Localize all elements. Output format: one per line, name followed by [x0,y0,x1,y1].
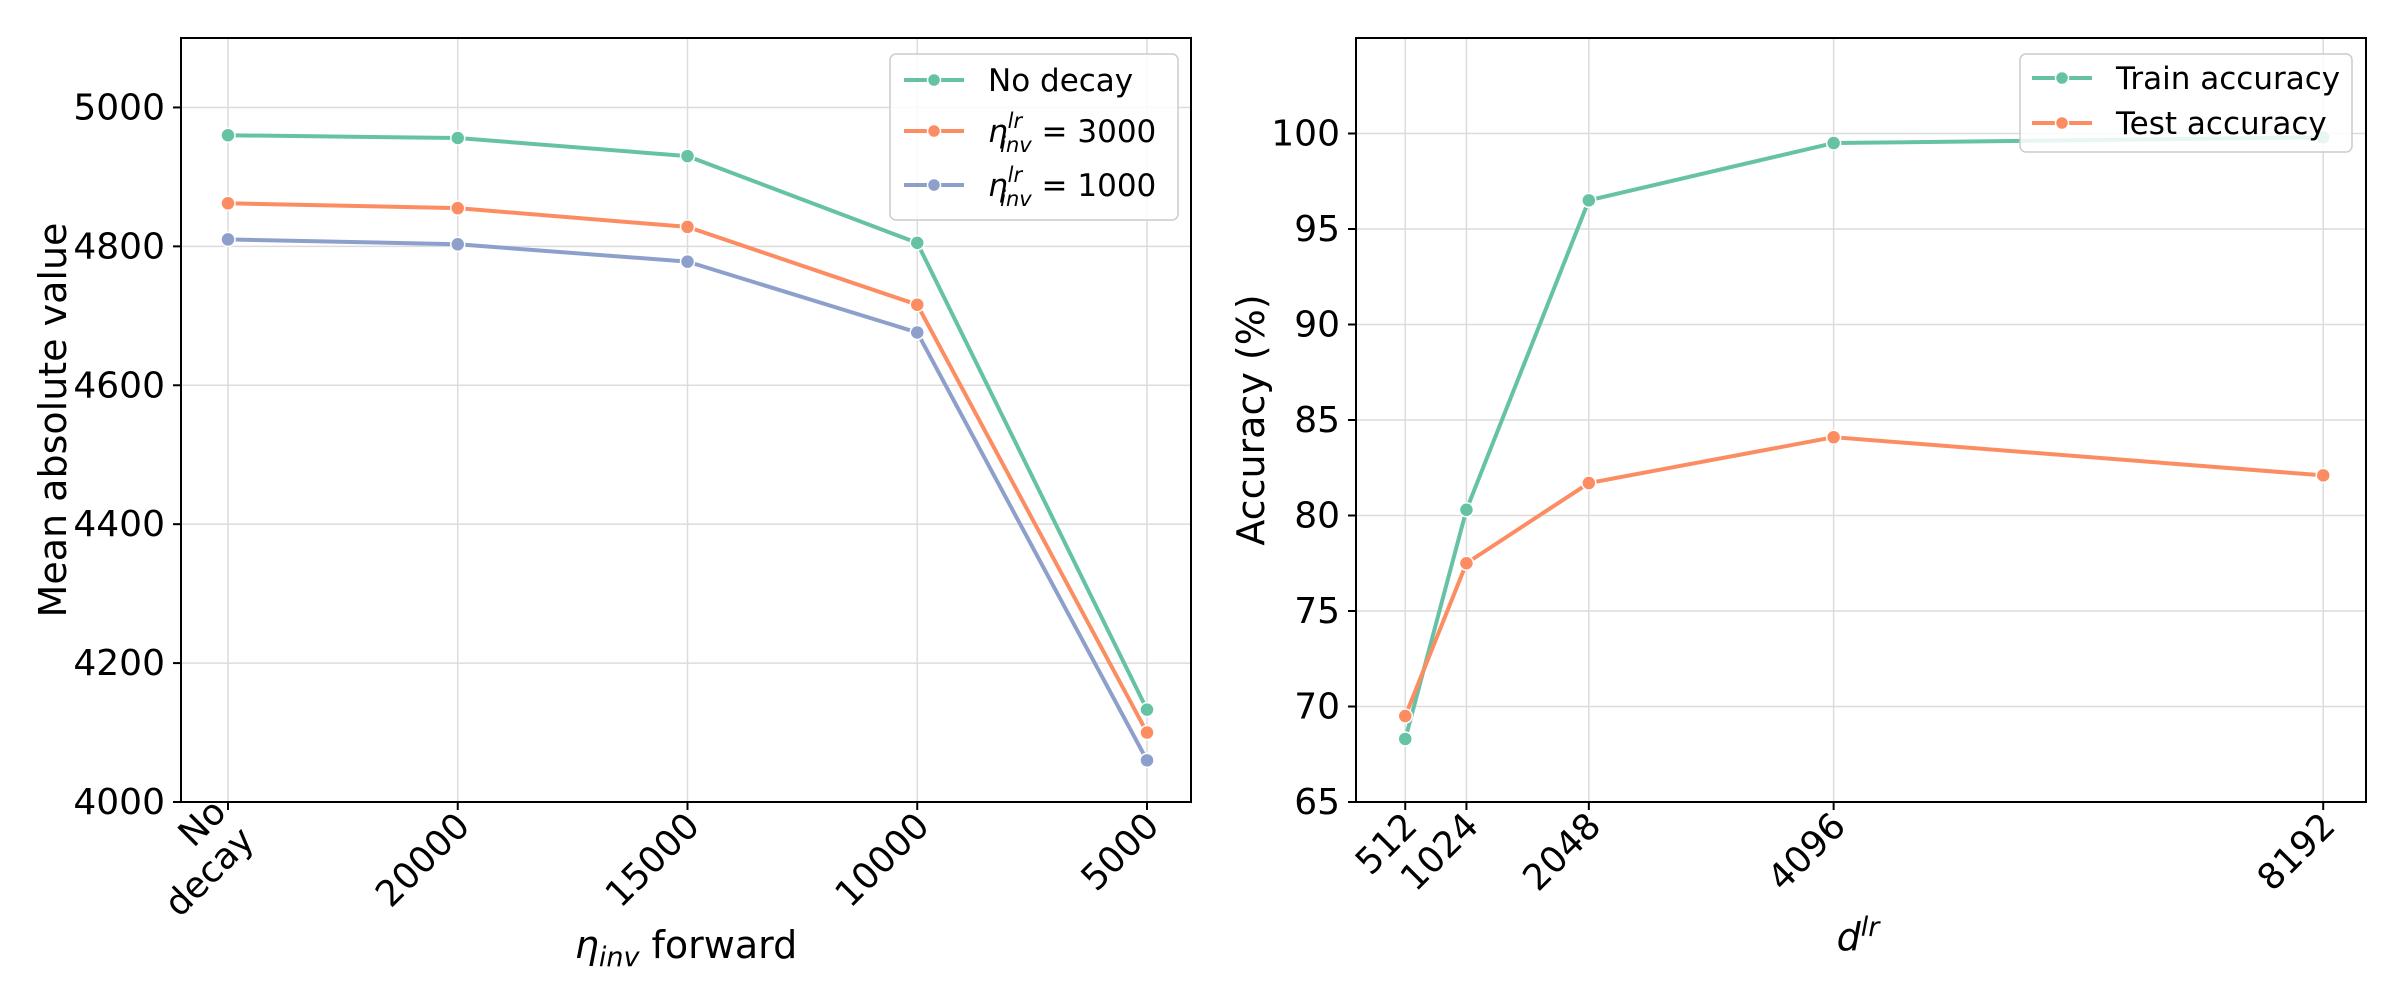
right-point-test-accuracy-1024 [1458,555,1475,571]
left-point-s0-15000 [679,148,696,164]
left-point-s1-5000 [1139,724,1155,741]
right-y-tick-label: 65 [1294,782,1340,823]
left-legend-entry-3000: ηlr inv = 3000 [904,109,1156,157]
left-x-axis-label: ηinv forward [575,923,797,973]
right-y-ticks: 65 70 75 80 85 90 95 100 [1271,114,1356,823]
left-y-axis-label: Mean absolute value [31,223,75,618]
right-x-tick-label: 2048 [1515,805,1609,899]
left-point-s0-20000 [450,130,466,146]
left-legend-entry-no-decay: No decay [904,63,1133,99]
right-legend-entry-test: Test accuracy [2032,106,2327,142]
right-y-axis-label: Accuracy (%) [1229,294,1273,545]
left-y-tick-label: 5000 [73,87,165,128]
right-y-tick-label: 70 [1294,687,1340,728]
left-y-tick-label: 4800 [73,226,165,267]
right-x-tick-label: 4096 [1760,805,1854,899]
right-point-test-accuracy-8192 [2315,467,2331,484]
legend-marker-no-decay [926,72,942,88]
left-legend: No decay ηlr inv = 3000 ηlr inv = 1000 [889,53,1179,221]
left-point-s2-15000 [679,253,696,270]
right-legend: Train accuracy Test accuracy [2019,53,2353,153]
right-y-tick-label: 95 [1294,209,1340,250]
right-series-line-test-accuracy [1403,435,2324,717]
left-x-tick-label: 15000 [598,805,708,915]
right-point-train-accuracy-512 [1397,731,1413,747]
legend-label-test: Test accuracy [2115,106,2327,142]
legend-label-1000: ηlr inv = 1000 [988,163,1156,211]
left-x-tick-label: 10000 [828,805,938,915]
right-point-test-accuracy-4096 [1825,429,1842,445]
left-y-tick-label: 4600 [73,365,165,406]
right-lines [1403,135,2324,740]
left-x-ticks: Nodecay 20000 15000 10000 5000 [157,791,1168,924]
left-point-s0-10000 [909,235,925,251]
left-x-tick-label: 5000 [1074,805,1168,899]
right-y-tick-label: 80 [1294,496,1340,537]
left-points [220,127,1155,769]
left-point-s2-no-decay [220,231,236,248]
left-point-s0-no-decay [220,127,236,143]
left-y-tick-label: 4200 [73,643,165,684]
left-point-s0-5000 [1139,701,1155,718]
left-point-s1-15000 [679,219,696,235]
right-x-tick-label: 8192 [2250,805,2344,899]
legend-label-train: Train accuracy [2115,61,2340,97]
legend-label-no-decay: No decay [988,63,1133,99]
right-y-tick-label: 85 [1294,400,1340,441]
left-y-tick-label: 4400 [73,504,165,545]
right-legend-entry-train: Train accuracy [2032,61,2340,97]
left-plot-frame [180,37,1192,803]
legend-marker-1000 [926,177,942,193]
left-point-s1-no-decay [220,195,236,212]
right-legend-box [2019,53,2353,153]
right-y-tick-label: 90 [1294,305,1340,346]
right-point-train-accuracy-1024 [1458,502,1475,518]
legend-marker-3000 [926,123,942,139]
right-x-axis-label: dlr [1837,912,1882,959]
right-point-train-accuracy-2048 [1581,192,1597,209]
legend-label-3000: ηlr inv = 3000 [988,109,1156,157]
left-point-s1-10000 [909,296,925,313]
right-point-train-accuracy-4096 [1825,135,1842,151]
left-point-s2-5000 [1139,752,1155,769]
right-point-test-accuracy-2048 [1581,475,1597,491]
right-point-test-accuracy-512 [1397,708,1413,724]
left-y-ticks: 4000 4200 4400 4600 4800 5000 [73,87,181,823]
left-point-s2-20000 [450,236,466,253]
right-y-tick-label: 75 [1294,591,1340,632]
left-legend-box [889,53,1179,221]
right-grid [1356,38,2366,803]
left-x-tick-label: 20000 [368,805,478,915]
legend-marker-train [2054,70,2070,86]
left-point-s1-20000 [450,200,466,216]
left-y-tick-label: 4000 [73,782,165,823]
right-y-tick-label: 100 [1271,114,1340,155]
legend-marker-test [2054,115,2070,131]
left-point-s2-10000 [909,324,925,341]
left-legend-entry-1000: ηlr inv = 1000 [904,163,1156,211]
